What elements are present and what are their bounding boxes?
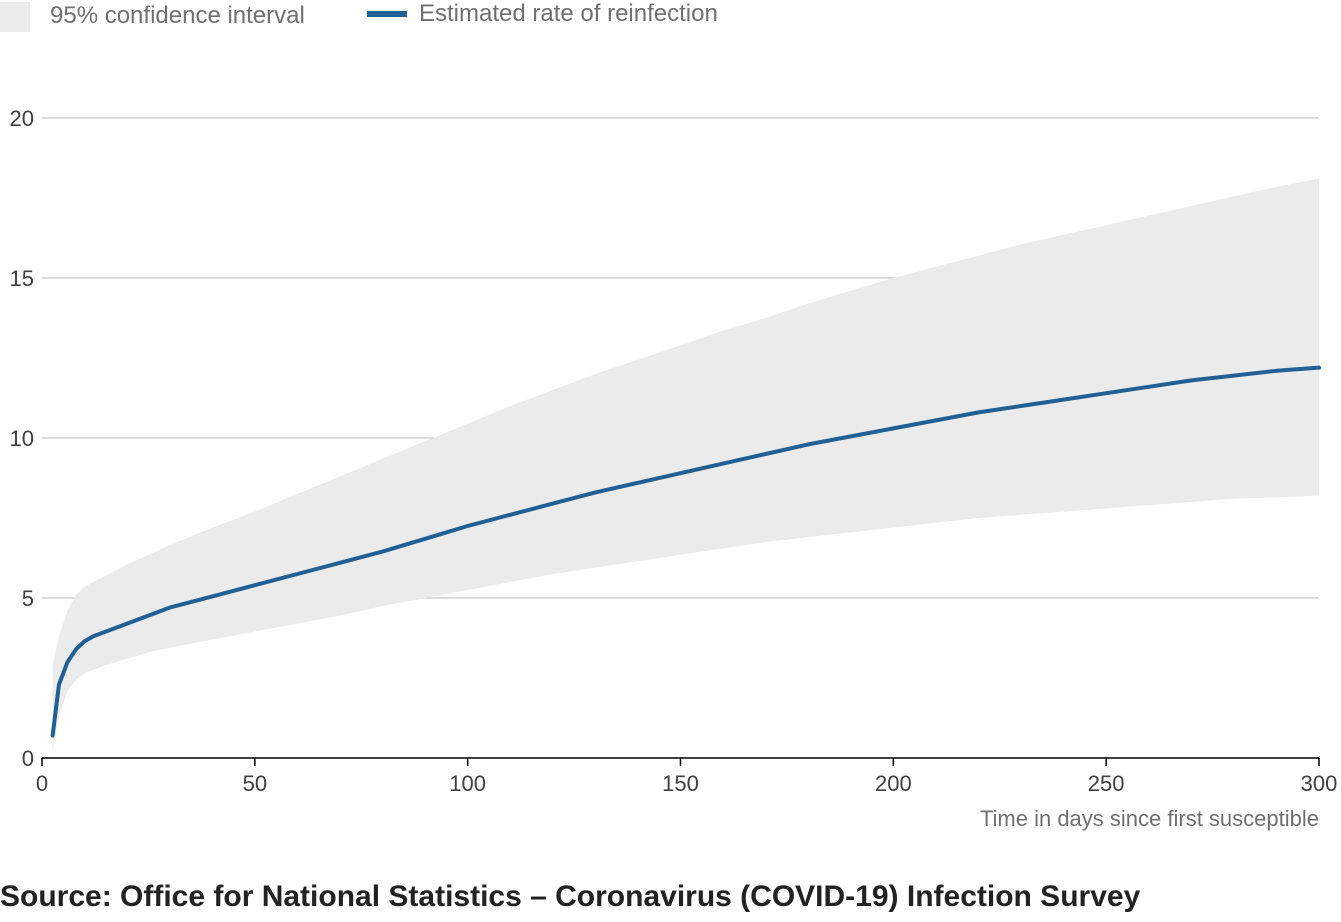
legend-line-label: Estimated rate of reinfection [419, 0, 718, 27]
y-tick-label-20: 20 [10, 106, 34, 131]
x-tick-label-150: 150 [662, 771, 699, 796]
x-tick-label-300: 300 [1301, 771, 1338, 796]
legend-line-swatch [367, 11, 407, 17]
y-tick-label-5: 5 [22, 586, 34, 611]
legend-band-swatch [0, 2, 30, 32]
confidence-interval-band [52, 178, 1320, 752]
reinfection-rate-line [50, 365, 1321, 738]
x-tick-label-200: 200 [875, 771, 912, 796]
legend-item-confidence-interval: 95% confidence interval [0, 0, 305, 32]
legend-item-reinfection-rate: Estimated rate of reinfection [367, 0, 718, 28]
x-axis: 0 50 100 150 200 250 300 [36, 757, 1338, 796]
y-axis: 0 5 10 15 20 [10, 106, 34, 771]
legend-band-label: 95% confidence interval [50, 2, 305, 29]
source-note: Source: Office for National Statistics –… [0, 880, 1141, 913]
legend: 95% confidence interval Estimated rate o… [0, 0, 1341, 34]
x-tick-label-50: 50 [243, 771, 267, 796]
y-tick-label-0: 0 [22, 746, 34, 771]
x-tick-label-0: 0 [36, 771, 48, 796]
y-tick-label-15: 15 [10, 266, 34, 291]
x-tick-label-250: 250 [1088, 771, 1125, 796]
x-tick-label-100: 100 [449, 771, 486, 796]
y-tick-label-10: 10 [10, 426, 34, 451]
x-axis-title: Time in days since first susceptible [979, 806, 1319, 831]
